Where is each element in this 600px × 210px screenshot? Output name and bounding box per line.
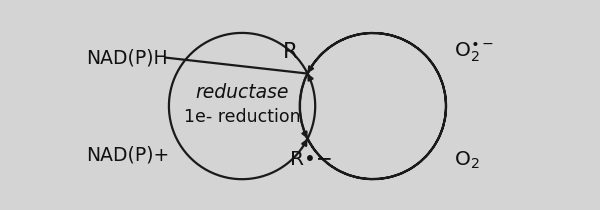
Text: NAD(P)+: NAD(P)+	[86, 145, 169, 164]
Text: O$_2^{\bullet -}$: O$_2^{\bullet -}$	[454, 40, 494, 64]
Text: reductase: reductase	[196, 83, 289, 102]
Text: 1e- reduction: 1e- reduction	[184, 108, 301, 126]
Text: R•−: R•−	[290, 150, 333, 169]
Text: O$_2$: O$_2$	[454, 149, 479, 171]
Text: NAD(P)H: NAD(P)H	[86, 48, 167, 67]
Text: R: R	[283, 42, 298, 62]
